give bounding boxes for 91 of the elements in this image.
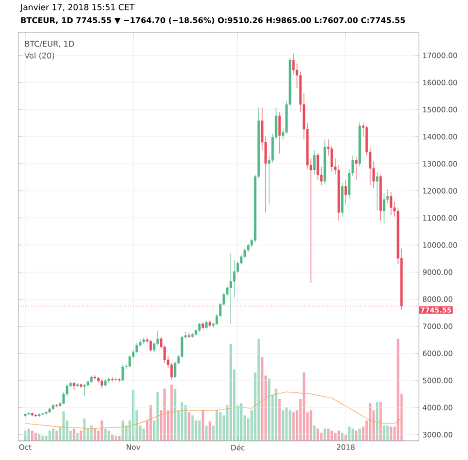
candlestick — [34, 414, 37, 418]
candlestick — [354, 157, 358, 180]
bar — [52, 428, 54, 442]
bar — [230, 344, 232, 442]
candlestick — [202, 322, 204, 330]
candlestick — [114, 378, 118, 382]
candlestick — [188, 333, 190, 339]
candlestick — [76, 383, 79, 388]
candlestick — [72, 382, 76, 390]
candlestick — [205, 320, 208, 329]
candlestick — [341, 182, 344, 217]
chart-title: Janvier 17, 2018 15:51 CET — [20, 4, 135, 12]
bar — [260, 357, 264, 442]
candlestick — [379, 174, 382, 222]
bar — [219, 412, 222, 442]
bar — [338, 430, 340, 442]
bar — [208, 422, 212, 442]
bar — [170, 384, 173, 442]
candlestick — [111, 378, 114, 382]
bar — [368, 403, 372, 442]
candlestick — [90, 376, 93, 384]
candlestick — [278, 112, 281, 154]
candlestick — [122, 364, 124, 382]
bar — [330, 430, 334, 442]
candlestick — [344, 180, 347, 205]
candlestick — [390, 192, 392, 216]
candlestick — [313, 150, 316, 176]
bar — [282, 410, 284, 442]
bar — [72, 428, 76, 442]
bar — [358, 428, 361, 442]
bar — [324, 428, 326, 442]
candlestick — [55, 404, 58, 408]
bar — [316, 428, 320, 442]
candlestick — [118, 378, 121, 382]
candlestick — [198, 323, 201, 332]
bar — [55, 430, 58, 442]
bar — [351, 428, 354, 442]
candlestick — [48, 408, 51, 414]
candlestick — [324, 139, 326, 184]
bar — [202, 410, 204, 442]
candlestick — [44, 411, 48, 415]
candlestick — [104, 379, 107, 387]
bar — [108, 430, 110, 442]
bar — [386, 426, 389, 442]
candlestick — [31, 412, 34, 417]
bar — [142, 428, 145, 442]
bar — [288, 410, 292, 442]
bar — [310, 410, 312, 442]
bar — [156, 392, 159, 442]
candlestick — [142, 338, 145, 344]
bar — [257, 338, 260, 442]
bar — [348, 426, 350, 442]
bar — [274, 389, 278, 442]
bar — [313, 426, 316, 442]
candlestick — [100, 379, 104, 390]
bar — [327, 428, 330, 442]
candlestick — [28, 412, 30, 416]
bar — [30, 430, 34, 442]
bar — [216, 410, 218, 442]
bar — [62, 411, 65, 442]
candlestick — [208, 320, 212, 328]
candlestick — [80, 384, 82, 388]
bar — [240, 403, 242, 442]
candlestick — [24, 413, 26, 418]
bar — [122, 420, 124, 442]
candlestick — [83, 384, 86, 396]
bar — [80, 430, 82, 442]
candlestick — [41, 413, 44, 416]
candlestick — [94, 375, 96, 380]
candlestick — [191, 332, 194, 338]
bar — [104, 428, 107, 442]
candlestick — [108, 378, 110, 384]
candlestick — [230, 253, 232, 324]
bar — [163, 389, 166, 442]
candlestick — [376, 172, 378, 210]
bar — [149, 405, 152, 442]
candlestick — [52, 404, 54, 410]
bar — [268, 378, 270, 442]
bar — [354, 430, 358, 442]
bar — [48, 430, 51, 442]
bar — [379, 402, 382, 442]
bar — [188, 412, 190, 442]
candlestick — [38, 414, 40, 418]
candlestick — [358, 122, 361, 167]
bar — [27, 428, 30, 442]
bar — [396, 338, 400, 442]
bar — [390, 426, 392, 442]
bar — [292, 412, 295, 442]
bar — [83, 418, 86, 442]
candlestick — [149, 340, 152, 352]
bar — [184, 405, 187, 442]
